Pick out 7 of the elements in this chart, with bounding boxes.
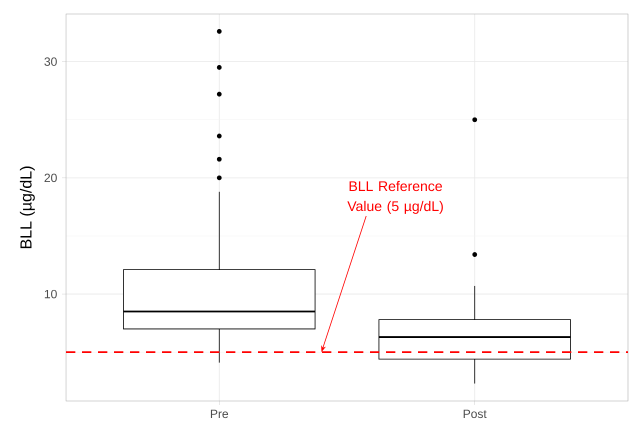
x-tick-label: Post (464, 410, 487, 418)
y-tick-label: 30 (44, 57, 57, 66)
y-tick-label: 10 (44, 290, 57, 298)
y-tick-label: 20 (44, 174, 57, 182)
y-axis-title: BLL (µg/dL) (20, 166, 35, 248)
x-tick-label: Pre (210, 410, 228, 418)
ref-line-label: BLL Reference Value (5 µg/dL) (347, 180, 443, 214)
